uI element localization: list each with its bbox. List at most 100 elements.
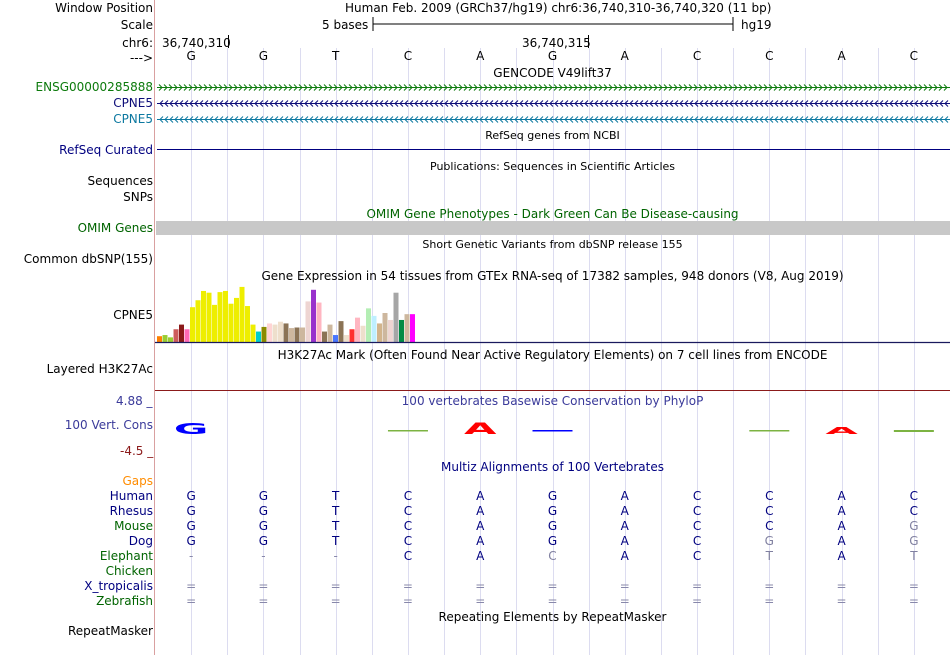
base-letter: T bbox=[332, 49, 340, 63]
gene-chevron bbox=[423, 84, 428, 91]
gene-chevron bbox=[424, 100, 429, 107]
gene-chevron bbox=[614, 116, 619, 123]
gene-chevron bbox=[369, 100, 374, 107]
alignment-base: = bbox=[764, 579, 775, 593]
gene-chevron bbox=[614, 100, 619, 107]
gene-chevron bbox=[359, 116, 364, 123]
alignment-base: C bbox=[548, 549, 557, 563]
gene-chevron bbox=[439, 116, 444, 123]
gene-chevron bbox=[219, 100, 224, 107]
gene-chevron bbox=[634, 100, 639, 107]
gene-chevron bbox=[329, 100, 334, 107]
gene-chevron bbox=[874, 116, 879, 123]
gene-chevron bbox=[554, 116, 559, 123]
gtex-tissue-bar bbox=[245, 306, 250, 342]
species-label[interactable]: Zebrafish bbox=[96, 594, 153, 608]
gene-chevron bbox=[573, 84, 578, 91]
gene-chevron bbox=[834, 116, 839, 123]
gene-chevron bbox=[753, 84, 758, 91]
gene-chevron bbox=[253, 84, 258, 91]
track-label-phylop[interactable]: 100 Vert. Cons bbox=[64, 418, 153, 432]
track-label-cpne5[interactable]: CPNE5 bbox=[113, 96, 153, 110]
species-label[interactable]: Chicken bbox=[105, 564, 153, 578]
gene-chevron bbox=[173, 84, 178, 91]
alignment-base: A bbox=[476, 504, 485, 518]
gene-chevron bbox=[504, 100, 509, 107]
gene-chevron bbox=[679, 116, 684, 123]
gene-chevron bbox=[893, 84, 898, 91]
gene-chevron bbox=[343, 84, 348, 91]
gene-chevron bbox=[219, 116, 224, 123]
gene-chevron bbox=[258, 84, 263, 91]
gene-chevron bbox=[344, 100, 349, 107]
track-label-dbsnp[interactable]: Common dbSNP(155) bbox=[23, 252, 153, 266]
alignment-base: C bbox=[403, 504, 413, 518]
gene-chevron bbox=[178, 84, 183, 91]
gene-chevron bbox=[499, 116, 504, 123]
track-label-ensg[interactable]: ENSG00000285888 bbox=[35, 80, 153, 94]
species-label[interactable]: Dog bbox=[128, 534, 153, 548]
gene-chevron bbox=[724, 100, 729, 107]
gene-chevron bbox=[229, 116, 234, 123]
gene-chevron bbox=[584, 100, 589, 107]
track-label-gaps[interactable]: Gaps bbox=[122, 474, 153, 488]
gene-chevron bbox=[798, 84, 803, 91]
track-label-repeatmasker[interactable]: RepeatMasker bbox=[67, 624, 153, 638]
alignment-base: G bbox=[186, 504, 196, 518]
gene-chevron bbox=[183, 84, 188, 91]
gene-chevron bbox=[533, 84, 538, 91]
gene-chevron bbox=[944, 116, 949, 123]
gene-chevron bbox=[298, 84, 303, 91]
gene-chevron bbox=[479, 100, 484, 107]
gene-chevron bbox=[264, 100, 269, 107]
alignment-base: A bbox=[476, 534, 485, 548]
base-letter: C bbox=[909, 49, 919, 63]
track-label-gtex[interactable]: CPNE5 bbox=[113, 308, 153, 322]
gtex-tissue-bar bbox=[206, 292, 212, 342]
track-label-h3k27ac[interactable]: Layered H3K27Ac bbox=[46, 362, 153, 376]
alignment-base: A bbox=[476, 519, 485, 533]
alignment-base: - bbox=[188, 549, 194, 563]
gene-chevron bbox=[844, 116, 849, 123]
species-label[interactable]: Human bbox=[109, 489, 153, 503]
species-label[interactable]: Mouse bbox=[114, 519, 153, 533]
gene-chevron bbox=[259, 100, 264, 107]
gene-chevron bbox=[238, 84, 243, 91]
gtex-tissue-bar bbox=[162, 335, 168, 342]
alignment-base: G bbox=[547, 489, 558, 503]
alignment-base: A bbox=[620, 489, 629, 503]
alignment-base: = bbox=[692, 579, 703, 593]
track-label-cpne5-alt[interactable]: CPNE5 bbox=[113, 112, 153, 126]
gene-chevron bbox=[924, 116, 929, 123]
position-mid: 36,740,315 bbox=[522, 36, 591, 50]
gene-chevron bbox=[494, 100, 499, 107]
gene-chevron bbox=[933, 84, 938, 91]
gene-chevron bbox=[413, 84, 418, 91]
gene-chevron bbox=[859, 116, 864, 123]
alignment-base: = bbox=[619, 594, 630, 608]
gene-chevron bbox=[724, 116, 729, 123]
gene-chevron bbox=[709, 100, 714, 107]
gene-chevron bbox=[808, 84, 813, 91]
gene-chevron bbox=[184, 100, 189, 107]
scale-assembly: hg19 bbox=[741, 18, 772, 32]
track-label-sequences[interactable]: Sequences bbox=[87, 174, 153, 188]
alignment-base: C bbox=[692, 504, 702, 518]
species-label[interactable]: X_tropicalis bbox=[84, 579, 153, 593]
strand-arrow-label[interactable]: ---> bbox=[129, 51, 153, 65]
species-label[interactable]: Elephant bbox=[99, 549, 153, 563]
gene-chevron bbox=[804, 116, 809, 123]
gene-chevron bbox=[934, 100, 939, 107]
track-label-refseq[interactable]: RefSeq Curated bbox=[59, 143, 153, 157]
gene-chevron bbox=[174, 116, 179, 123]
gene-chevron bbox=[689, 116, 694, 123]
gene-chevron bbox=[603, 84, 608, 91]
track-label-snps[interactable]: SNPs bbox=[123, 190, 153, 204]
gene-chevron bbox=[638, 84, 643, 91]
window-position-label: Window Position bbox=[55, 1, 153, 15]
gene-chevron bbox=[233, 84, 238, 91]
gtex-tissue-bar bbox=[349, 329, 355, 342]
species-label[interactable]: Rhesus bbox=[109, 504, 153, 518]
track-label-omim[interactable]: OMIM Genes bbox=[77, 221, 153, 235]
